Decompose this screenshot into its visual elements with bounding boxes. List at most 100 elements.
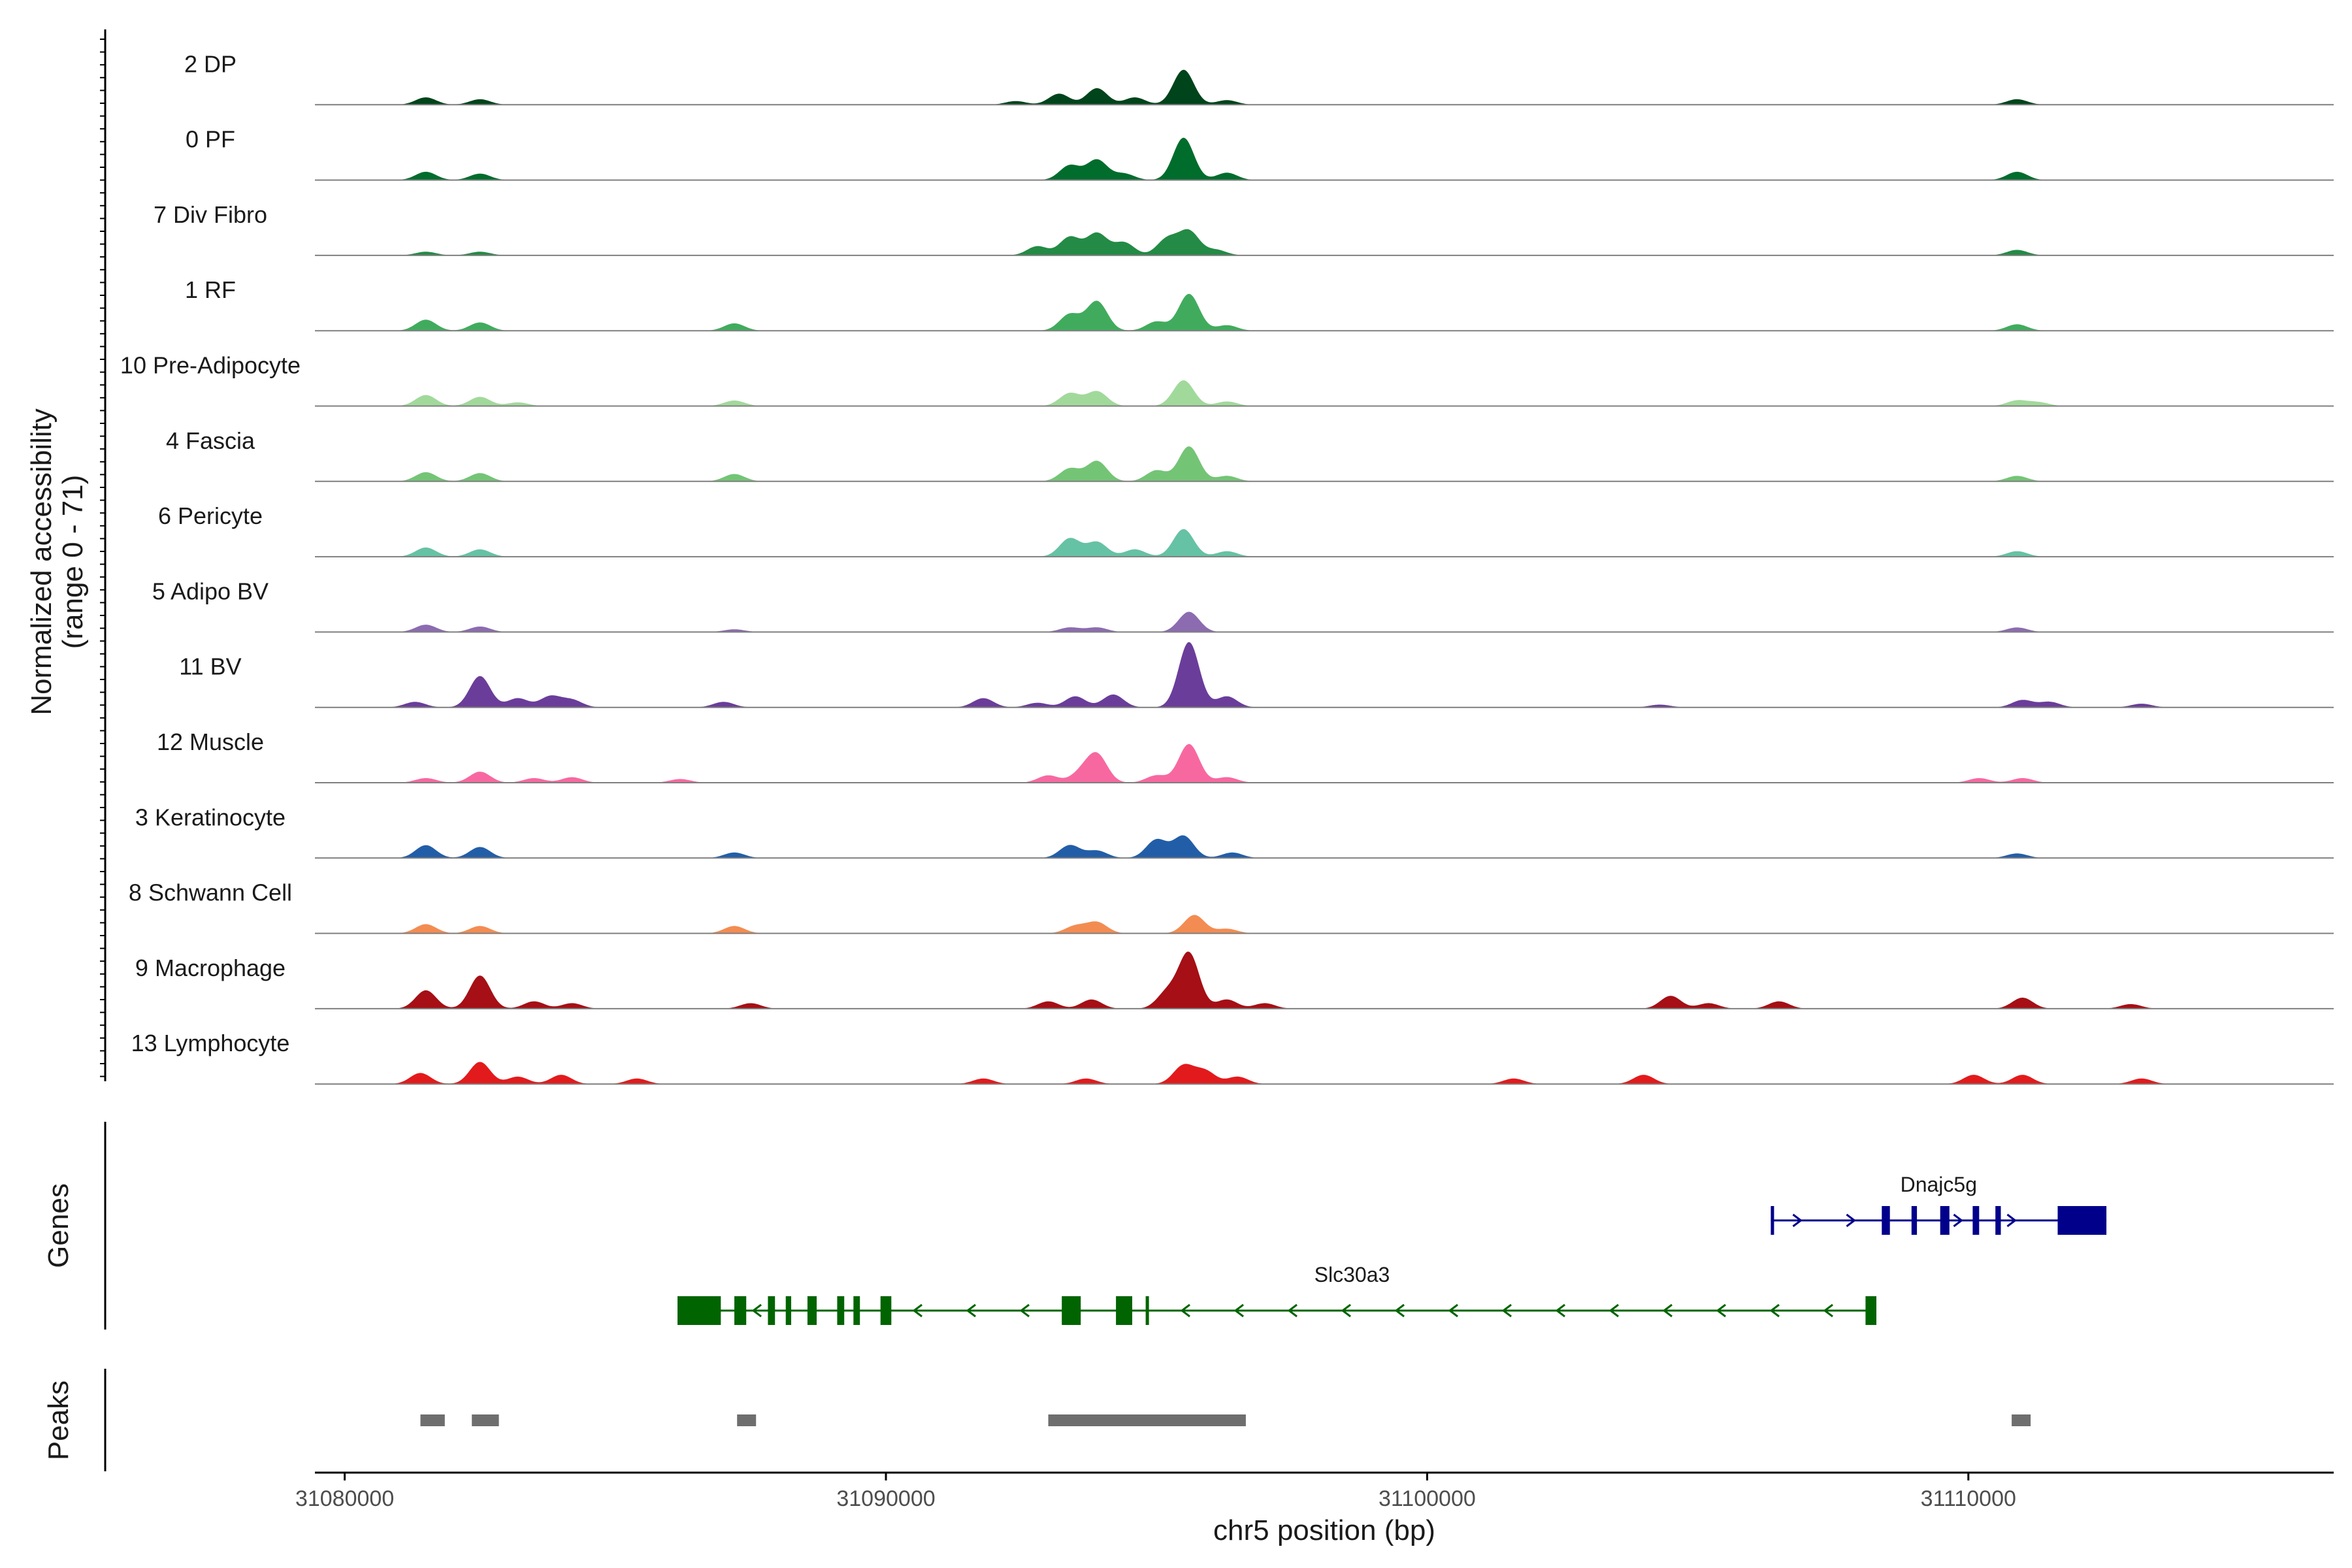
gene-exon: [1972, 1206, 1980, 1235]
track-12-muscle: 12 Muscle: [157, 728, 2334, 783]
track-label: 1 RF: [185, 276, 236, 303]
gene-exon: [837, 1296, 845, 1325]
peak-region: [2012, 1414, 2031, 1426]
coverage-area-0-pf: [315, 137, 2334, 180]
track-5-adipo-bv: 5 Adipo BV: [152, 578, 2334, 633]
coverage-area-1-rf: [315, 293, 2334, 331]
strand-arrow: [1662, 1303, 1673, 1318]
strand-arrow: [1287, 1303, 1298, 1318]
track-label: 9 Macrophage: [135, 955, 286, 981]
peak-region: [420, 1414, 445, 1426]
track-label: 12 Muscle: [157, 728, 264, 755]
gene-exon: [1940, 1206, 1950, 1235]
peak-region: [1048, 1414, 1246, 1426]
coverage-area-6-pericyte: [315, 529, 2334, 557]
gene-dnajc5g: Dnajc5g: [1771, 1173, 2107, 1235]
track-9-macrophage: 9 Macrophage: [135, 951, 2334, 1009]
x-tick-label: 31110000: [1921, 1486, 2016, 1511]
gene-exon: [1145, 1296, 1149, 1325]
x-tick-label: 31090000: [836, 1486, 935, 1511]
y-axis-title-line1: Normalized accessibility: [25, 408, 57, 715]
gene-exon: [853, 1296, 860, 1325]
gene-exon: [734, 1296, 747, 1325]
strand-arrow: [1555, 1303, 1565, 1318]
coverage-area-2-dp: [315, 69, 2334, 105]
gene-exon: [1995, 1206, 2001, 1235]
track-label: 13 Lymphocyte: [131, 1030, 290, 1056]
peak-region: [472, 1414, 499, 1426]
x-axis-ticks: 31080000 31090000 31100000 31110000: [295, 1473, 2016, 1511]
strand-arrow: [1716, 1303, 1726, 1318]
gene-exon: [678, 1296, 721, 1325]
genes-panel-label: Genes: [42, 1183, 74, 1268]
coverage-area-7-div-fibro: [315, 229, 2334, 255]
track-2-dp: 2 DP: [184, 50, 2334, 106]
coverage-area-8-schwann-cell: [315, 915, 2334, 934]
gene-exon: [1911, 1206, 1918, 1235]
strand-arrow: [1792, 1213, 1803, 1228]
gene-exon: [1062, 1296, 1081, 1325]
track-11-bv: 11 BV: [179, 642, 2334, 708]
track-label: 7 Div Fibro: [154, 201, 267, 228]
gene-exon: [807, 1296, 817, 1325]
track-label: 2 DP: [184, 50, 237, 77]
track-0-pf: 0 PF: [186, 126, 2334, 181]
strand-arrow: [1019, 1303, 1030, 1318]
coverage-y-axis-ticks: [100, 39, 105, 1077]
coverage-area-11-bv: [315, 642, 2334, 708]
genes-panel: Dnajc5g Slc30a3: [678, 1173, 2107, 1325]
coverage-area-13-lymphocyte: [315, 1062, 2334, 1085]
gene-exon: [768, 1296, 776, 1325]
track-label: 6 Pericyte: [158, 502, 263, 529]
coverage-area-4-fascia: [315, 446, 2334, 482]
track-label: 11 BV: [179, 653, 241, 680]
peak-region: [737, 1414, 757, 1426]
strand-arrow: [1609, 1303, 1619, 1318]
coverage-area-5-adipo-bv: [315, 612, 2334, 632]
strand-arrow: [966, 1303, 976, 1318]
x-axis-title: chr5 position (bp): [1213, 1514, 1435, 1546]
strand-arrow: [1233, 1303, 1244, 1318]
strand-arrow: [1341, 1303, 1351, 1318]
gene-exon: [785, 1296, 791, 1325]
strand-arrow: [912, 1303, 923, 1318]
coverage-tracks: 2 DP 0 PF 7 Div Fibro 1 RF 10 Pre-Adipocyte 4…: [120, 50, 2334, 1085]
track-1-rf: 1 RF: [185, 276, 2334, 332]
track-4-fascia: 4 Fascia: [166, 427, 2334, 482]
strand-arrow: [1769, 1303, 1780, 1318]
track-label: 0 PF: [186, 126, 235, 153]
strand-arrow: [1180, 1303, 1190, 1318]
peaks-panel: [420, 1414, 2031, 1426]
gene-slc30a3: Slc30a3: [678, 1263, 1876, 1325]
coverage-area-3-keratinocyte: [315, 835, 2334, 858]
y-axis-title-line2: (range 0 - 71): [57, 475, 89, 649]
peaks-panel-label: Peaks: [42, 1380, 74, 1460]
track-13-lymphocyte: 13 Lymphocyte: [131, 1030, 2334, 1085]
track-6-pericyte: 6 Pericyte: [158, 502, 2334, 558]
track-label: 10 Pre-Adipocyte: [120, 352, 301, 379]
track-10-pre-adipocyte: 10 Pre-Adipocyte: [120, 352, 2334, 407]
x-tick-label: 31100000: [1379, 1486, 1476, 1511]
track-3-keratinocyte: 3 Keratinocyte: [135, 804, 2334, 859]
track-label: 3 Keratinocyte: [135, 804, 286, 830]
coverage-area-9-macrophage: [315, 951, 2334, 1009]
strand-arrow: [1448, 1303, 1458, 1318]
gene-exon: [1771, 1206, 1774, 1235]
track-label: 4 Fascia: [166, 427, 255, 454]
gene-exon: [880, 1296, 892, 1325]
gene-label: Slc30a3: [1315, 1263, 1390, 1286]
track-label: 8 Schwann Cell: [129, 879, 292, 906]
coverage-area-10-pre-adipocyte: [315, 380, 2334, 406]
strand-arrow: [1953, 1213, 1963, 1228]
strand-arrow: [1846, 1213, 1856, 1228]
gene-exon: [1116, 1296, 1132, 1325]
strand-arrow: [751, 1303, 762, 1318]
gene-exon: [2057, 1206, 2107, 1235]
strand-arrow: [1823, 1303, 1833, 1318]
coverage-area-12-muscle: [315, 743, 2334, 783]
gene-label: Dnajc5g: [1901, 1173, 1977, 1196]
x-tick-label: 31080000: [295, 1486, 394, 1511]
track-label: 5 Adipo BV: [152, 578, 269, 604]
track-7-div-fibro: 7 Div Fibro: [154, 201, 2334, 256]
